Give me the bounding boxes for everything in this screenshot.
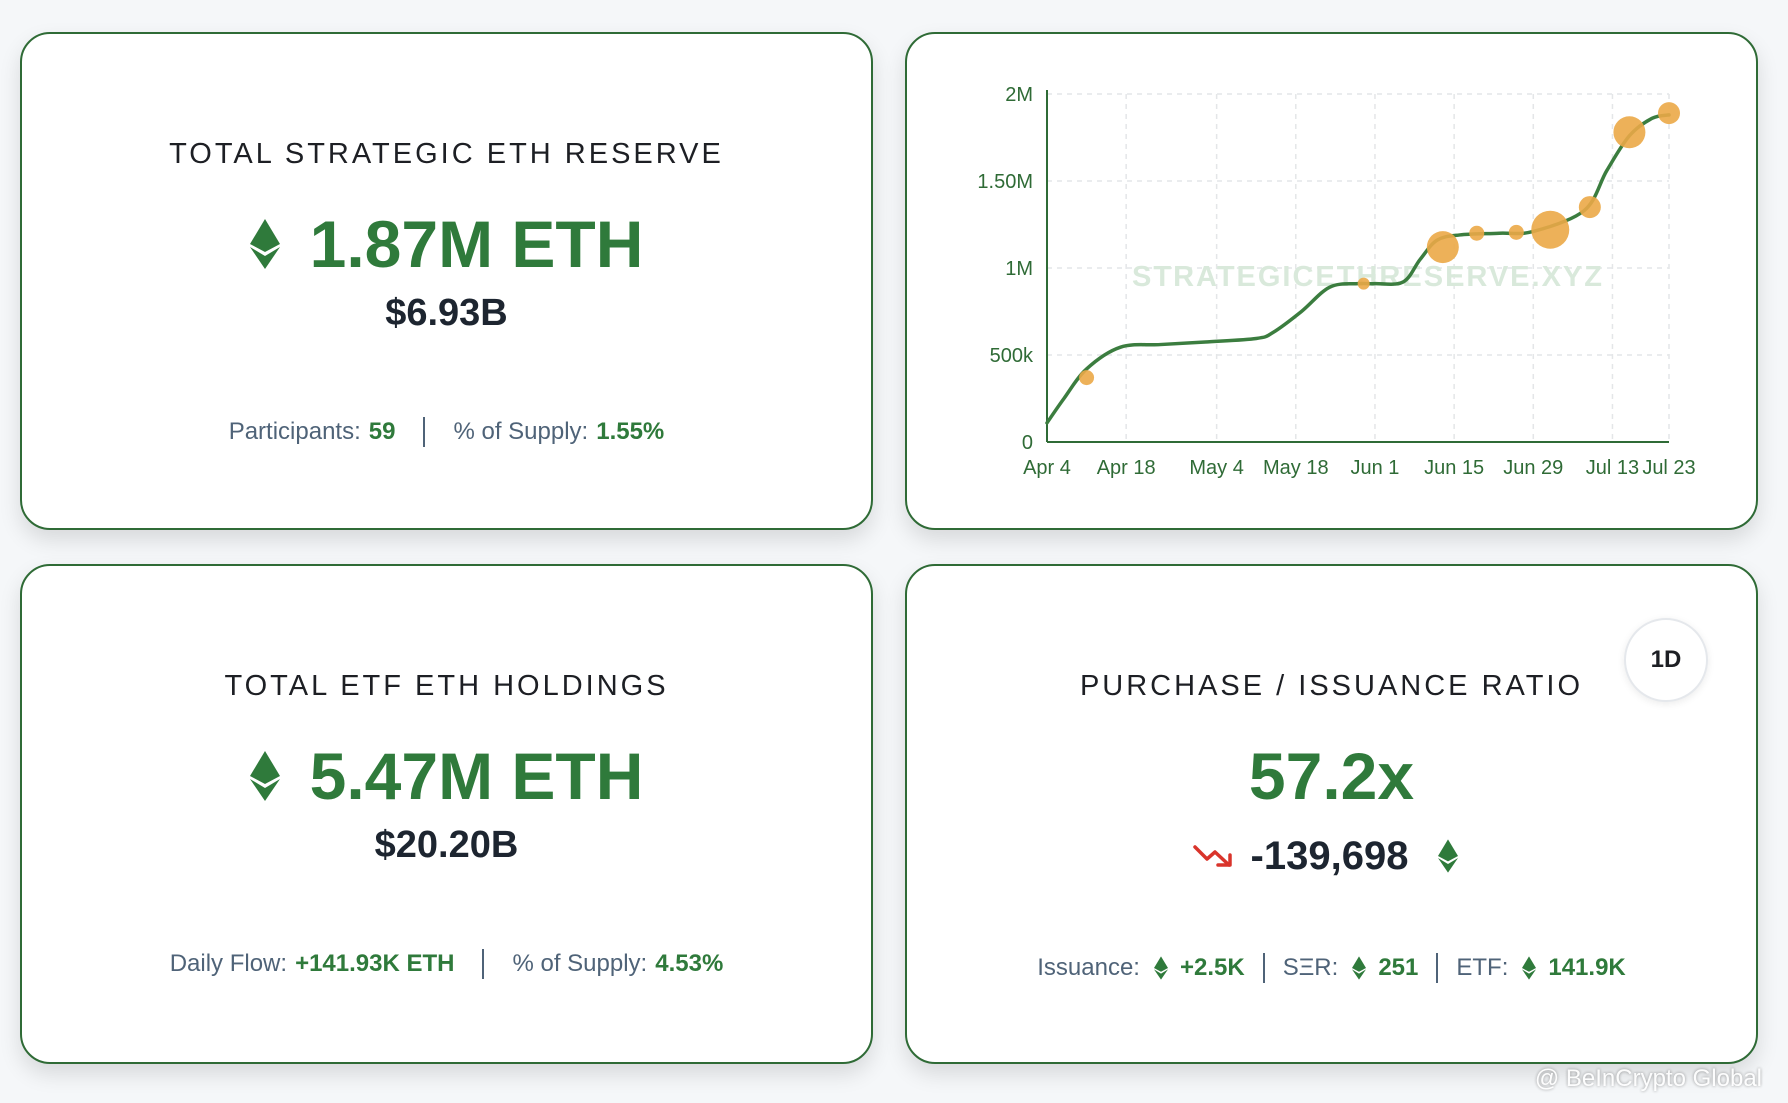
purchase-bubble (1079, 370, 1095, 386)
purchase-bubble (1613, 116, 1646, 149)
chart-watermark: STRATEGICETHRESERVE.XYZ (1132, 261, 1604, 293)
ethereum-icon (1438, 839, 1459, 873)
etf-amount: 5.47M ETH (309, 739, 644, 813)
x-tick-label: May 18 (1263, 457, 1329, 479)
purchase-bubble (1426, 231, 1459, 264)
ratio-title: PURCHASE / ISSUANCE RATIO (1079, 670, 1584, 702)
x-tick-label: Apr 18 (1097, 457, 1156, 479)
y-tick-label: 0 (1022, 432, 1033, 454)
divider (1262, 953, 1265, 983)
etf-supply-value: 4.53% (655, 950, 724, 977)
issuance-label: Issuance: (1037, 954, 1140, 981)
ratio-value-row: 57.2x (907, 726, 1756, 826)
reserve-amount-row: 1.87M ETH (22, 194, 871, 294)
y-tick-label: 500k (990, 345, 1034, 367)
issuance-value: +2.5K (1179, 954, 1245, 981)
participants-label: Participants: (228, 418, 361, 445)
strategic-reserve-card: TOTAL STRATEGIC ETH RESERVE 1.87M ETH $6… (20, 32, 873, 530)
reserve-amount: 1.87M ETH (309, 207, 644, 281)
purchase-bubble (1469, 225, 1485, 241)
purchase-bubble (1531, 210, 1570, 249)
credit-watermark: @ BeInCrypto Global (1534, 1065, 1762, 1092)
ethereum-icon (249, 219, 280, 269)
divider (423, 417, 426, 447)
x-tick-label: Jun 15 (1424, 457, 1484, 479)
reserve-growth-chart-card: 0 500k 1M 1.50M 2M Apr 4 Apr 18 May 4 May 18 Jun … (905, 32, 1758, 530)
y-tick-label: 2M (1005, 84, 1033, 106)
ser-value: 251 (1378, 954, 1419, 981)
daily-flow-value: +141.93K ETH (295, 950, 455, 977)
etf-amount-row: 5.47M ETH (22, 726, 871, 826)
etf-holdings-card: TOTAL ETF ETH HOLDINGS 5.47M ETH $20.20B… (20, 564, 873, 1064)
reserve-supply-label: % of Supply: (453, 418, 589, 445)
reserve-growth-chart: 0 500k 1M 1.50M 2M Apr 4 Apr 18 May 4 May 18 Jun … (977, 84, 1695, 479)
etf-flow-label: ETF: (1456, 954, 1509, 981)
etf-flow-value: 141.9K (1548, 954, 1626, 981)
reserve-title: TOTAL STRATEGIC ETH RESERVE (169, 138, 724, 170)
ratio-footer: Issuance: +2.5K SΞR: 251 ETF: 141.9K (907, 948, 1756, 988)
y-tick-label: 1.50M (977, 171, 1033, 193)
x-tick-label: Jul 23 (1642, 457, 1695, 479)
ethereum-icon (1352, 956, 1367, 980)
ratio-change-value: -139,698 (1250, 833, 1409, 878)
ethereum-icon (1522, 956, 1537, 980)
ethereum-icon (1153, 956, 1168, 980)
period-toggle-button[interactable]: 1D (1624, 618, 1708, 702)
ratio-value: 57.2x (1248, 739, 1415, 813)
x-tick-label: Jun 1 (1350, 457, 1399, 479)
purchase-bubble (1578, 196, 1601, 219)
purchase-bubble (1357, 277, 1370, 290)
x-tick-label: Jun 29 (1503, 457, 1563, 479)
purchase-bubble (1508, 224, 1524, 240)
divider (482, 949, 485, 979)
daily-flow-label: Daily Flow: (169, 950, 288, 977)
ratio-change-row: -139,698 (907, 828, 1756, 884)
x-tick-label: Jul 13 (1586, 457, 1639, 479)
reserve-supply-value: 1.55% (596, 418, 665, 445)
x-tick-label: May 4 (1189, 457, 1243, 479)
etf-supply-label: % of Supply: (512, 950, 648, 977)
divider (1436, 953, 1439, 983)
reserve-usd-value: $6.93B (385, 292, 508, 334)
ethereum-icon (249, 751, 280, 801)
etf-title: TOTAL ETF ETH HOLDINGS (224, 670, 669, 702)
purchase-issuance-ratio-card: 1D PURCHASE / ISSUANCE RATIO 57.2x -139,… (905, 564, 1758, 1064)
reserve-footer: Participants: 59 % of Supply: 1.55% (22, 412, 871, 452)
trending-down-icon (1192, 845, 1232, 867)
y-tick-label: 1M (1005, 258, 1033, 280)
etf-usd-value: $20.20B (374, 824, 519, 866)
ser-label: SΞR: (1282, 954, 1339, 981)
participants-value: 59 (368, 418, 396, 445)
purchase-bubble (1658, 102, 1680, 125)
x-tick-label: Apr 4 (1023, 457, 1071, 479)
etf-footer: Daily Flow: +141.93K ETH % of Supply: 4.… (22, 944, 871, 984)
